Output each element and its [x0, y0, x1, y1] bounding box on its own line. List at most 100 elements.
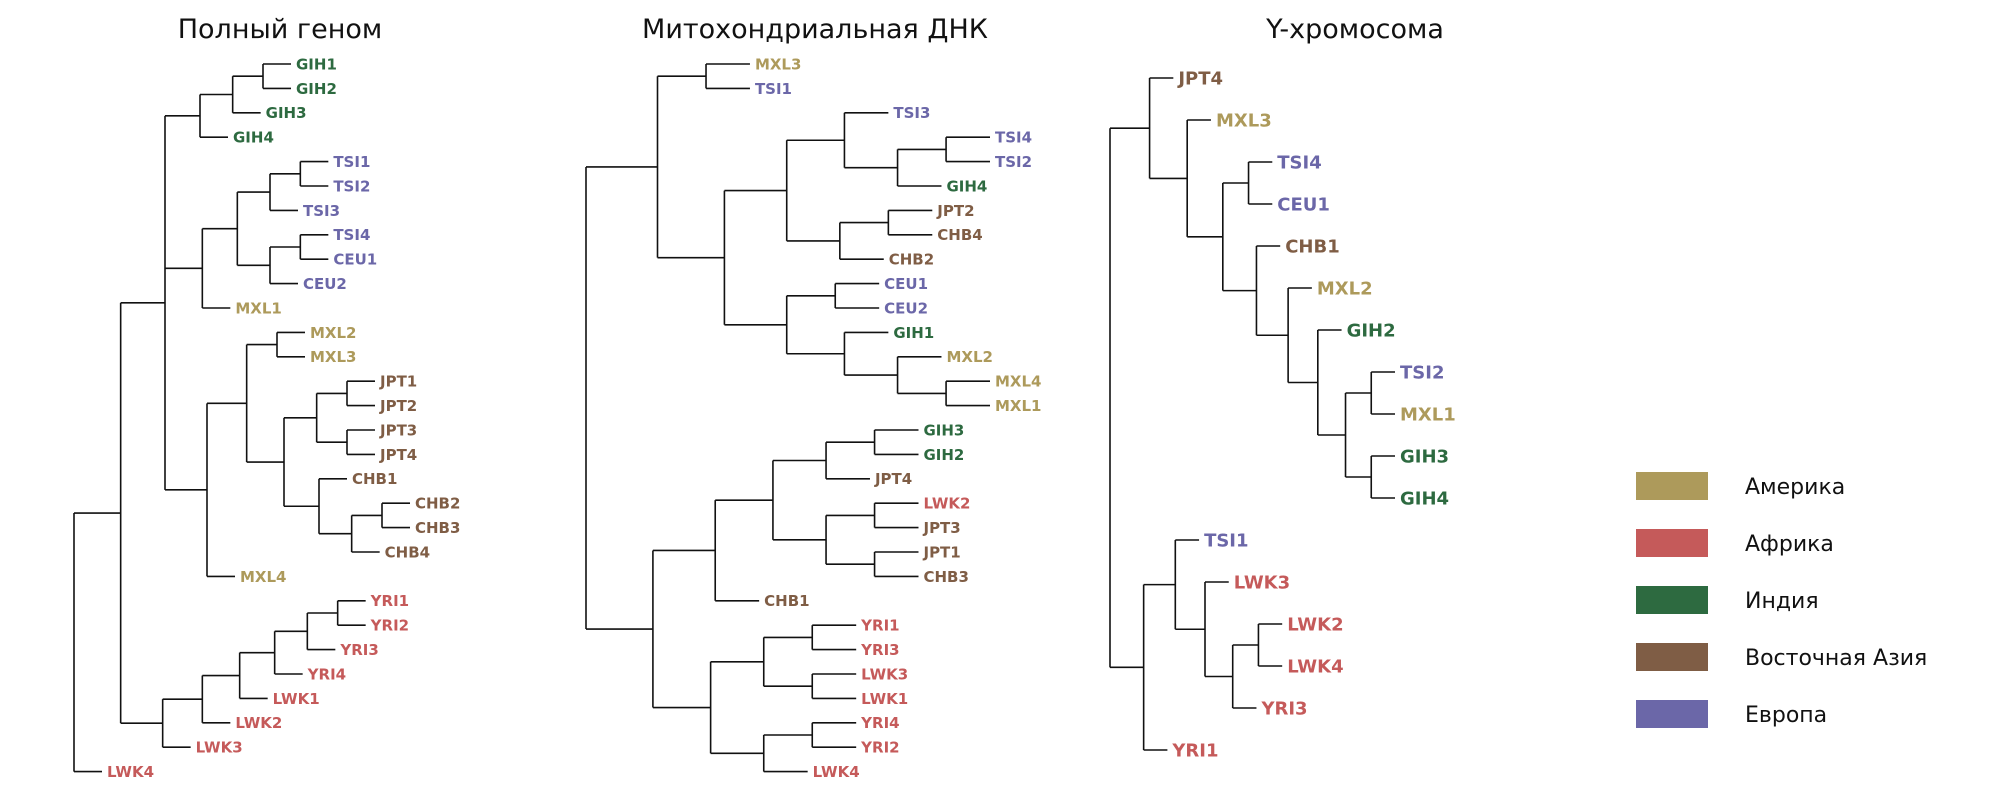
leaf-label-jpt1: JPT1 [379, 373, 417, 391]
legend-label-america: Америка [1745, 475, 1845, 500]
leaf-label-ceu2: CEU2 [303, 275, 347, 293]
whole-genome-tree: GIH1 GIH2 GIH3 GIH4 TSI1 TSI2 TSI3 TSI4 CEU1 CEU2… [73, 55, 460, 781]
leaf-label-tsi4: TSI4 [1277, 152, 1321, 173]
leaf-label-gih2: GIH2 [1347, 320, 1396, 341]
legend-label-europe: Европа [1745, 703, 1827, 728]
leaf-label-mxl1: MXL1 [995, 397, 1042, 415]
legend-swatch-east-asia [1636, 643, 1708, 671]
leaf-label-yri3: YRI3 [860, 641, 899, 659]
leaf-label-jpt4: JPT4 [1176, 68, 1223, 89]
leaf-label-yri4: YRI4 [307, 665, 346, 683]
leaf-label-gih2: GIH2 [296, 80, 337, 98]
legend-swatch-america [1636, 472, 1708, 500]
leaf-label-yri2: YRI2 [860, 739, 899, 757]
legend-item-india: Индия [1636, 586, 1819, 614]
legend-label-india: Индия [1745, 589, 1819, 614]
leaf-label-ceu1: CEU1 [333, 251, 377, 269]
leaf-label-chb3: CHB3 [415, 519, 460, 537]
legend-swatch-india [1636, 586, 1708, 614]
leaf-label-chb2: CHB2 [415, 495, 460, 513]
leaf-label-gih4: GIH4 [1400, 488, 1449, 509]
leaf-label-lwk4: LWK4 [107, 763, 154, 781]
leaf-label-gih3: GIH3 [266, 104, 307, 122]
leaf-label-mxl1: MXL1 [235, 299, 281, 317]
leaf-label-jpt4: JPT4 [874, 470, 912, 488]
leaf-label-yri1: YRI1 [860, 617, 899, 635]
leaf-label-ceu1: CEU1 [1277, 194, 1330, 215]
leaf-label-tsi1: TSI1 [333, 153, 370, 171]
leaf-label-tsi2: TSI2 [995, 153, 1032, 171]
leaf-label-chb1: CHB1 [764, 592, 809, 610]
leaf-label-lwk2: LWK2 [1287, 614, 1343, 635]
leaf-label-yri4: YRI4 [860, 714, 899, 732]
leaf-label-mxl2: MXL2 [946, 348, 993, 366]
leaf-label-jpt2: JPT2 [936, 202, 974, 220]
leaf-label-tsi3: TSI3 [303, 202, 340, 220]
leaf-label-yri1: YRI1 [370, 592, 409, 610]
leaf-label-gih1: GIH1 [296, 55, 337, 73]
legend-item-america: Америка [1636, 472, 1845, 500]
leaf-label-gih3: GIH3 [1400, 446, 1449, 467]
leaf-label-jpt3: JPT3 [379, 421, 417, 439]
leaf-label-lwk1: LWK1 [861, 690, 908, 708]
leaf-label-tsi3: TSI3 [893, 104, 930, 122]
panel-title-mitochondrial-dna: Митохондриальная ДНК [642, 14, 988, 45]
leaf-label-chb4: CHB4 [385, 543, 430, 561]
leaf-label-lwk1: LWK1 [273, 690, 320, 708]
leaf-label-mxl4: MXL4 [240, 568, 287, 586]
leaf-label-tsi2: TSI2 [1400, 362, 1444, 383]
leaf-label-lwk3: LWK3 [196, 739, 243, 757]
leaf-label-mxl4: MXL4 [995, 373, 1042, 391]
panel-title-whole-genome: Полный геном [178, 14, 383, 45]
leaf-label-tsi4: TSI4 [333, 226, 370, 244]
legend-swatch-africa [1636, 529, 1708, 557]
leaf-label-mxl2: MXL2 [310, 324, 357, 342]
leaf-label-mxl3: MXL3 [755, 55, 802, 73]
leaf-label-mxl3: MXL3 [1216, 110, 1272, 131]
leaf-label-tsi1: TSI1 [755, 80, 792, 98]
leaf-label-gih1: GIH1 [893, 324, 934, 342]
leaf-label-jpt1: JPT1 [922, 543, 960, 561]
leaf-label-chb3: CHB3 [923, 568, 968, 586]
leaf-label-yri1: YRI1 [1171, 740, 1218, 761]
legend-item-europe: Европа [1636, 700, 1827, 728]
leaf-label-gih4: GIH4 [946, 177, 987, 195]
leaf-label-tsi1: TSI1 [1204, 530, 1248, 551]
leaf-label-gih3: GIH3 [923, 421, 964, 439]
leaf-label-jpt2: JPT2 [379, 397, 417, 415]
leaf-label-lwk2: LWK2 [235, 714, 282, 732]
leaf-label-lwk3: LWK3 [1234, 572, 1290, 593]
leaf-label-ceu1: CEU1 [884, 275, 928, 293]
leaf-label-yri3: YRI3 [1260, 698, 1307, 719]
legend-item-east-asia: Восточная Азия [1636, 643, 1927, 671]
leaf-label-lwk2: LWK2 [923, 495, 970, 513]
leaf-label-mxl2: MXL2 [1317, 278, 1373, 299]
leaf-label-chb4: CHB4 [937, 226, 982, 244]
leaf-label-lwk3: LWK3 [861, 665, 908, 683]
legend-label-east-asia: Восточная Азия [1745, 646, 1927, 671]
leaf-label-mxl1: MXL1 [1400, 404, 1456, 425]
leaf-label-chb2: CHB2 [889, 251, 934, 269]
leaf-label-mxl3: MXL3 [310, 348, 357, 366]
legend-label-africa: Африка [1745, 532, 1834, 557]
leaf-label-gih4: GIH4 [233, 129, 274, 147]
legend-item-africa: Африка [1636, 529, 1834, 557]
leaf-label-jpt4: JPT4 [379, 446, 417, 464]
leaf-label-jpt3: JPT3 [922, 519, 960, 537]
leaf-label-chb1: CHB1 [352, 470, 397, 488]
leaf-label-tsi2: TSI2 [333, 177, 370, 195]
leaf-label-yri3: YRI3 [339, 641, 378, 659]
panel-title-y-chromosome: Y-хромосома [1265, 14, 1444, 45]
leaf-label-lwk4: LWK4 [813, 763, 860, 781]
leaf-label-lwk4: LWK4 [1287, 656, 1343, 677]
leaf-label-yri2: YRI2 [370, 617, 409, 635]
leaf-label-ceu2: CEU2 [884, 299, 928, 317]
leaf-label-gih2: GIH2 [923, 446, 964, 464]
leaf-label-chb1: CHB1 [1285, 236, 1340, 257]
legend: Америка Африка Индия Восточная Азия Евро… [1636, 472, 1927, 728]
legend-swatch-europe [1636, 700, 1708, 728]
leaf-label-tsi4: TSI4 [995, 129, 1032, 147]
